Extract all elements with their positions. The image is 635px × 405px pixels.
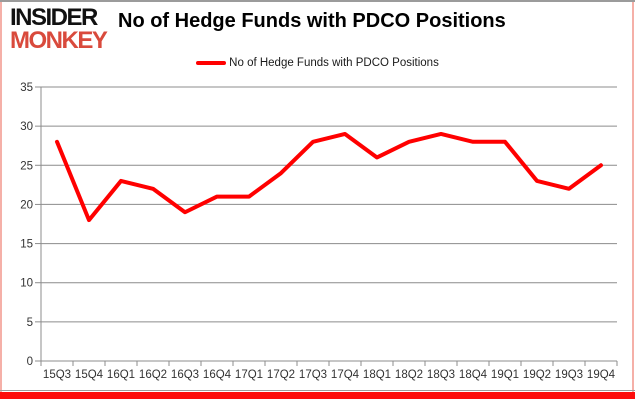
x-axis-tick-label: 17Q4: [331, 369, 360, 381]
x-axis-tick-label: 15Q4: [75, 369, 104, 381]
x-axis-tick-label: 19Q2: [523, 369, 551, 381]
x-axis-tick-label: 16Q3: [171, 369, 199, 381]
legend: No of Hedge Funds with PDCO Positions: [0, 56, 635, 70]
frame-right-border: [632, 2, 634, 398]
x-axis-tick-label: 17Q2: [267, 369, 295, 381]
y-axis-tick-label: 30: [20, 121, 33, 133]
y-axis-tick-label: 10: [20, 278, 33, 290]
legend-line-swatch: [196, 61, 227, 65]
y-axis-tick-label: 25: [20, 160, 33, 172]
x-axis-tick-label: 17Q3: [299, 369, 327, 381]
x-axis-tick-label: 18Q1: [363, 369, 391, 381]
x-axis-tick-label: 16Q2: [139, 369, 167, 381]
x-axis-tick-label: 18Q4: [459, 369, 488, 381]
frame-bottom-red-bar: [0, 392, 635, 399]
y-axis-tick-label: 15: [20, 239, 33, 251]
x-axis-tick-label: 19Q4: [587, 369, 616, 381]
logo-word-insider: INSIDER: [10, 4, 98, 31]
legend-label: No of Hedge Funds with PDCO Positions: [229, 57, 439, 69]
y-axis-tick-label: 0: [27, 356, 33, 368]
x-axis-tick-label: 15Q3: [43, 369, 71, 381]
x-axis-tick-label: 16Q1: [107, 369, 135, 381]
x-axis-tick-label: 18Q2: [395, 369, 423, 381]
series-line: [55, 131, 603, 223]
x-axis-tick-label: 16Q4: [203, 369, 232, 381]
x-axis-tick-label: 19Q1: [491, 369, 519, 381]
x-axis-tick-label: 17Q1: [235, 369, 263, 381]
logo-word-monkey: MONKEY: [10, 27, 108, 54]
x-axis-tick-label: 18Q3: [427, 369, 455, 381]
x-axis-tick-label: 19Q3: [555, 369, 583, 381]
insider-monkey-logo: INSIDER MONKEY: [10, 4, 116, 54]
page-title: No of Hedge Funds with PDCO Positions: [118, 10, 506, 32]
frame-bottom-line: [0, 390, 635, 391]
frame-left-border: [0, 2, 2, 398]
frame-top-border: [0, 0, 635, 2]
y-axis-tick-label: 5: [27, 317, 33, 329]
y-axis-tick-label: 20: [20, 199, 33, 211]
y-axis-tick-label: 35: [20, 82, 33, 94]
